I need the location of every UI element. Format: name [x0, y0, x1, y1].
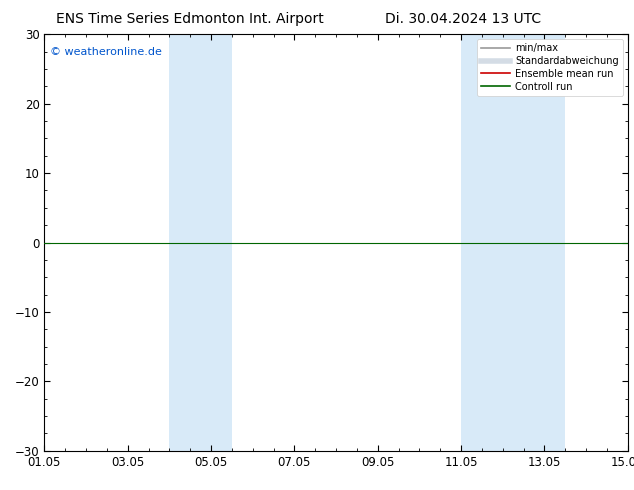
- Bar: [461, 34, 565, 451]
- Legend: min/max, Standardabweichung, Ensemble mean run, Controll run: min/max, Standardabweichung, Ensemble me…: [477, 39, 623, 96]
- Text: © weatheronline.de: © weatheronline.de: [50, 47, 162, 57]
- Text: ENS Time Series Edmonton Int. Airport: ENS Time Series Edmonton Int. Airport: [56, 12, 324, 26]
- Bar: [169, 34, 232, 451]
- Text: Di. 30.04.2024 13 UTC: Di. 30.04.2024 13 UTC: [385, 12, 541, 26]
